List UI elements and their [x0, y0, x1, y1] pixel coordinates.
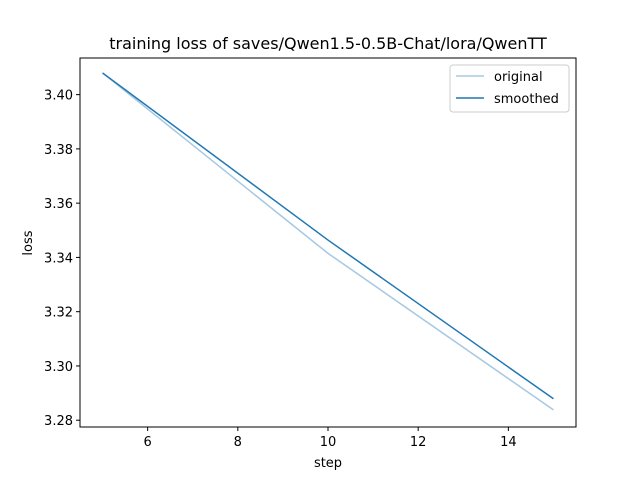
x-tick-label: 10 — [320, 435, 337, 450]
y-tick-label: 3.30 — [44, 360, 73, 375]
series-layer — [102, 72, 554, 411]
y-tick-label: 3.28 — [44, 414, 73, 429]
y-axis-ticks: 3.28 3.30 3.32 3.34 3.36 3.38 3.40 — [44, 89, 80, 429]
y-tick-label: 3.40 — [44, 89, 73, 104]
x-tick-label: 14 — [500, 435, 517, 450]
x-tick-label: 8 — [234, 435, 242, 450]
y-tick-label: 3.34 — [44, 251, 73, 266]
y-axis-label: loss — [21, 230, 36, 255]
series-line-original — [102, 72, 554, 411]
x-tick-label: 12 — [410, 435, 427, 450]
x-axis-ticks: 6 8 10 12 14 — [143, 427, 517, 450]
x-tick-label: 6 — [143, 435, 151, 450]
plot-area — [80, 58, 576, 427]
chart-title: training loss of saves/Qwen1.5-0.5B-Chat… — [109, 34, 547, 53]
legend-label-original: original — [494, 70, 543, 85]
y-tick-label: 3.38 — [44, 143, 73, 158]
x-axis-label: step — [314, 456, 342, 471]
series-line-smoothed — [102, 72, 554, 400]
y-tick-label: 3.36 — [44, 197, 73, 212]
legend: original smoothed — [449, 64, 570, 113]
y-tick-label: 3.32 — [44, 306, 73, 321]
legend-label-smoothed: smoothed — [494, 92, 559, 107]
